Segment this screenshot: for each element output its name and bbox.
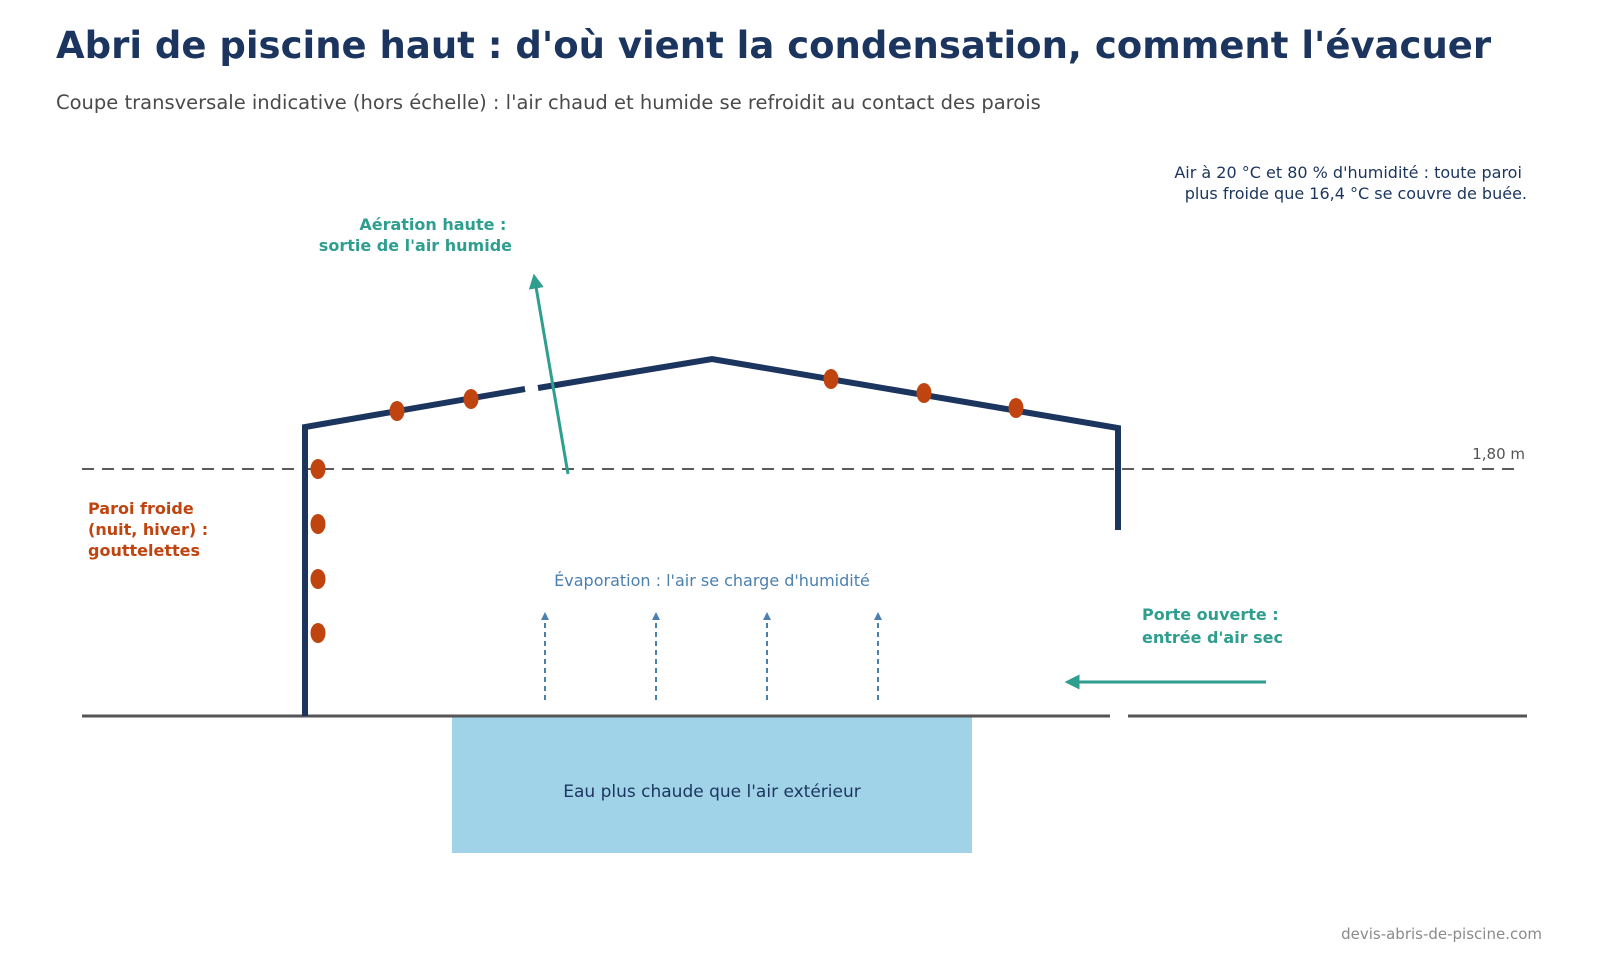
enclosure-left-roof xyxy=(302,386,526,716)
height-marker-label: 1,80 m xyxy=(1472,445,1525,463)
cold-wall-line2: (nuit, hiver) : xyxy=(88,520,208,539)
footer-source: devis-abris-de-piscine.com xyxy=(1341,925,1542,943)
droplet xyxy=(310,569,326,589)
ventilation-arrow xyxy=(528,273,570,475)
droplet xyxy=(463,389,479,409)
door-label: Porte ouverte : entrée d'air sec xyxy=(1142,605,1284,647)
droplet xyxy=(310,623,326,643)
ventilation-line2: sortie de l'air humide xyxy=(319,236,512,255)
page-title: Abri de piscine haut : d'où vient la con… xyxy=(56,24,1492,67)
droplet xyxy=(823,369,839,389)
droplet xyxy=(389,401,405,421)
page-subtitle: Coupe transversale indicative (hors éche… xyxy=(56,91,1041,114)
cold-wall-label: Paroi froide (nuit, hiver) : gouttelette… xyxy=(88,499,214,560)
droplet xyxy=(310,514,326,534)
droplet xyxy=(310,459,326,479)
ventilation-line1: Aération haute : xyxy=(359,215,506,234)
condensation-droplets xyxy=(310,369,1024,643)
evaporation-arrows xyxy=(541,612,882,700)
enclosure-right-roof xyxy=(537,355,1121,530)
pool-label: Eau plus chaude que l'air extérieur xyxy=(563,782,861,802)
droplet xyxy=(1008,398,1024,418)
evaporation-label: Évaporation : l'air se charge d'humidité xyxy=(554,571,870,590)
droplet xyxy=(916,383,932,403)
cold-wall-line3: gouttelettes xyxy=(88,541,200,560)
cold-wall-line1: Paroi froide xyxy=(88,499,194,518)
door-line2: entrée d'air sec xyxy=(1142,628,1283,647)
door-threshold xyxy=(1110,712,1128,720)
humidity-note-line2: plus froide que 16,4 °C se couvre de bué… xyxy=(1185,184,1527,203)
ventilation-label: Aération haute : sortie de l'air humide xyxy=(319,215,512,255)
door-line1: Porte ouverte : xyxy=(1142,605,1279,624)
pool-water xyxy=(452,717,972,853)
humidity-note-line1: Air à 20 °C et 80 % d'humidité : toute p… xyxy=(1174,163,1522,182)
humidity-note: Air à 20 °C et 80 % d'humidité : toute p… xyxy=(1174,163,1527,203)
